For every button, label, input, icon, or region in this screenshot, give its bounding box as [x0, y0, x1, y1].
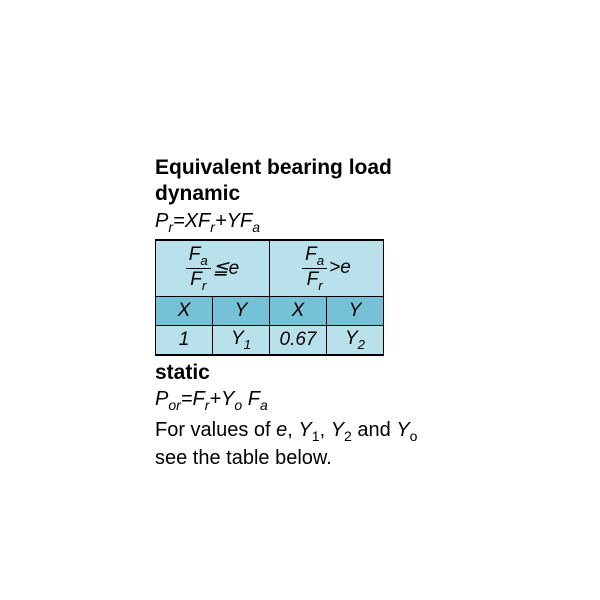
col-y-2: Y [327, 296, 384, 325]
footnote: For values of e, Y1, Y2 and Yosee the ta… [155, 417, 495, 471]
col-x-2: X [270, 296, 327, 325]
cond-leq-e: FaFr≦e [156, 240, 270, 297]
cond-gt-e: FaFr>e [270, 240, 384, 297]
formula-static: Por=Fr+Yo Fa [155, 388, 495, 413]
bearing-load-block: Equivalent bearing load dynamic Pr=XFr+Y… [155, 155, 495, 471]
title-line1: Equivalent bearing load [155, 155, 495, 181]
col-y-1: Y [213, 296, 270, 325]
val-y-2: Y2 [327, 325, 384, 355]
title-line2: dynamic [155, 181, 495, 207]
load-factors-table: FaFr≦e FaFr>e X Y X Y 1 Y1 0.67 Y2 [155, 239, 384, 356]
val-x-1: 1 [156, 325, 213, 355]
formula-dynamic: Pr=XFr+YFa [155, 210, 495, 235]
val-y-1: Y1 [213, 325, 270, 355]
col-x-1: X [156, 296, 213, 325]
title-static: static [155, 360, 495, 386]
val-x-2: 0.67 [270, 325, 327, 355]
